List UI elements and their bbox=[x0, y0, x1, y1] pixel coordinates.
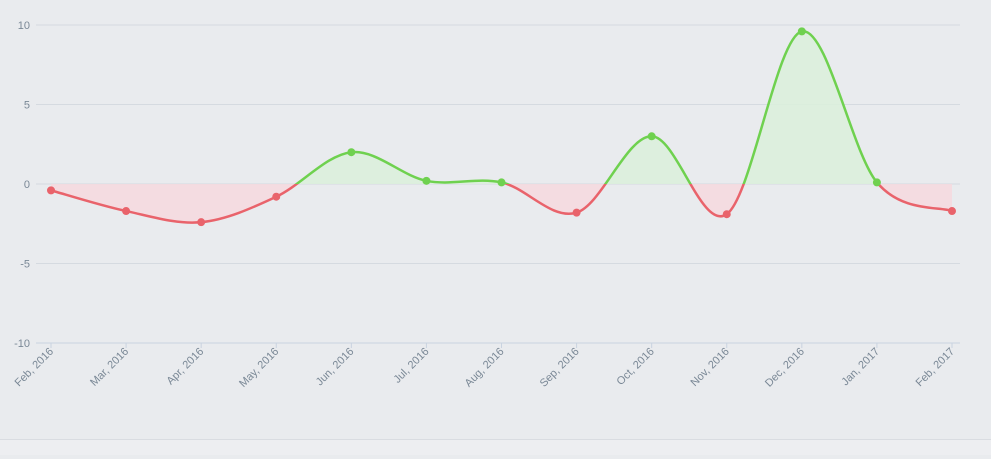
x-axis: Feb, 2016 Mar, 2016 Apr, 2016 May, 2016 Jun,… bbox=[13, 342, 960, 390]
x-tick-label: Mar, 2016 bbox=[88, 346, 131, 389]
data-point bbox=[272, 192, 281, 201]
data-point bbox=[722, 210, 731, 219]
series-line-negative bbox=[50, 184, 953, 224]
data-point bbox=[122, 207, 131, 216]
data-point bbox=[347, 148, 356, 157]
y-tick-label: 5 bbox=[24, 100, 30, 112]
x-tick-label: Dec, 2016 bbox=[763, 346, 807, 390]
y-tick-label: -5 bbox=[20, 259, 30, 271]
area-positive bbox=[51, 31, 952, 184]
x-tick-label: May, 2016 bbox=[237, 346, 281, 390]
data-point bbox=[647, 132, 656, 141]
y-tick-label: 0 bbox=[24, 179, 30, 191]
y-tick-label: -10 bbox=[14, 338, 30, 350]
data-point bbox=[47, 186, 55, 195]
data-point bbox=[422, 176, 431, 185]
series-line-positive bbox=[294, 30, 881, 184]
data-point bbox=[948, 207, 956, 216]
data-point bbox=[797, 27, 806, 36]
x-tick-label: Sep, 2016 bbox=[538, 346, 582, 390]
y-tick-label: 10 bbox=[18, 20, 30, 32]
x-tick-label: Jan, 2017 bbox=[839, 346, 882, 389]
data-point bbox=[872, 178, 881, 187]
data-point bbox=[572, 208, 581, 217]
data-points bbox=[47, 27, 956, 227]
x-tick-label: Oct, 2016 bbox=[615, 346, 657, 388]
x-tick-label: Feb, 2016 bbox=[13, 346, 57, 390]
x-tick-label: Nov, 2016 bbox=[689, 346, 732, 389]
footer-band bbox=[0, 439, 991, 455]
x-tick-label: Jun, 2016 bbox=[314, 346, 357, 389]
data-point bbox=[197, 218, 206, 227]
x-tick-label: Apr, 2016 bbox=[165, 346, 207, 388]
x-tick-label: Feb, 2017 bbox=[914, 346, 958, 390]
x-tick-label: Aug, 2016 bbox=[463, 346, 507, 390]
x-tick-label: Jul, 2016 bbox=[391, 346, 431, 386]
data-point bbox=[497, 178, 506, 187]
